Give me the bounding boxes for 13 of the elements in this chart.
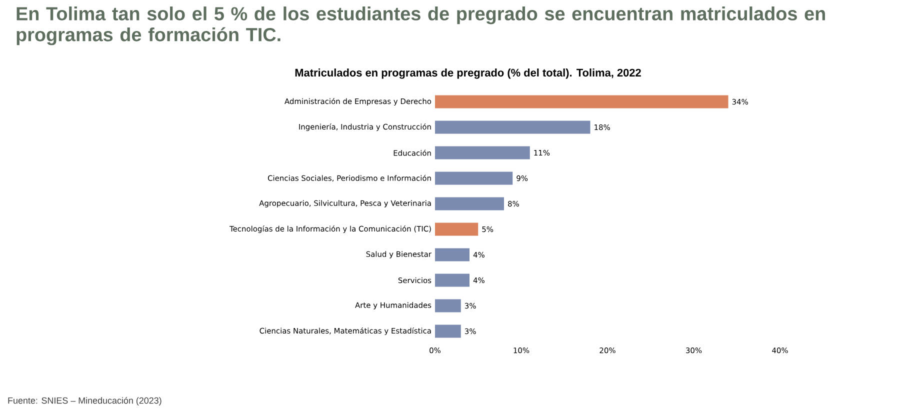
bar	[435, 172, 513, 185]
bar	[435, 146, 530, 160]
bar	[435, 120, 590, 134]
bar	[435, 197, 504, 210]
chart-title: En Tolima tan solo el 5 % de los estudiantes de pregrado se encuentran matriculados en programas de formación TIC.	[16, 6, 825, 46]
chart-subtitle: Matriculados en programas de pregrado (% del total). Tolima, 2022	[295, 68, 641, 79]
bar	[435, 248, 470, 262]
bar	[435, 324, 461, 338]
bar	[435, 299, 461, 312]
bar	[435, 95, 728, 108]
bar	[435, 222, 478, 236]
bar	[435, 274, 470, 287]
source-note: Fuente: SNIES – Mineducación (2023)	[8, 397, 162, 406]
